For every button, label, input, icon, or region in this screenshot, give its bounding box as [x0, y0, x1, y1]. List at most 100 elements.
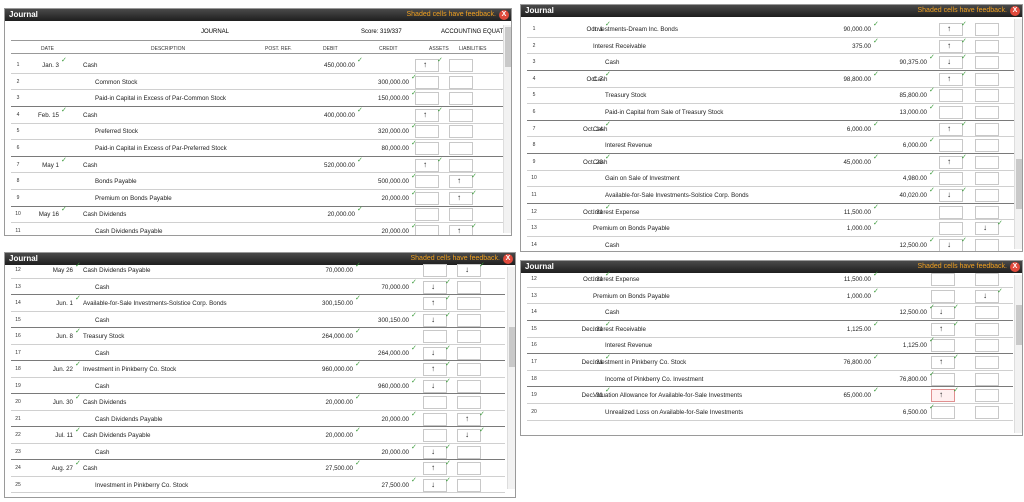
credit-cell[interactable]: 264,000.00	[378, 349, 409, 357]
assets-cell[interactable]	[423, 396, 447, 409]
liabilities-cell[interactable]	[449, 175, 473, 189]
debit-cell[interactable]: 45,000.00	[843, 158, 871, 166]
assets-cell[interactable]	[415, 208, 439, 222]
assets-cell[interactable]	[939, 106, 963, 119]
liabilities-cell[interactable]	[449, 92, 473, 106]
assets-cell[interactable]	[931, 322, 955, 336]
description-cell[interactable]: Cash	[605, 309, 620, 317]
credit-cell[interactable]: 4,980.00	[902, 175, 927, 183]
liabilities-cell[interactable]	[975, 189, 999, 202]
liabilities-cell[interactable]	[975, 23, 999, 36]
liabilities-cell[interactable]	[457, 264, 481, 277]
date-cell[interactable]: Jan. 3	[42, 62, 59, 69]
debit-cell[interactable]: 1,000.00	[846, 292, 871, 300]
credit-cell[interactable]: 150,000.00	[378, 95, 409, 103]
description-cell[interactable]: Preferred Stock	[95, 128, 138, 136]
assets-cell[interactable]	[939, 238, 963, 251]
credit-cell[interactable]: 40,020.00	[899, 192, 927, 199]
description-cell[interactable]: Premium on Bonds Payable	[593, 292, 670, 300]
credit-cell[interactable]: 320,000.00	[378, 128, 409, 136]
description-cell[interactable]: Cash	[95, 349, 110, 357]
date-cell[interactable]: Jun. 30	[52, 399, 73, 406]
debit-cell[interactable]: 65,000.00	[843, 392, 871, 400]
description-cell[interactable]: Cash	[83, 161, 98, 169]
debit-cell[interactable]: 264,000.00	[322, 333, 353, 340]
description-cell[interactable]: Treasury Stock	[83, 333, 125, 340]
description-cell[interactable]: Treasury Stock	[605, 92, 647, 100]
description-cell[interactable]: Premium on Bonds Payable	[95, 194, 172, 202]
description-cell[interactable]: Gain on Sale of Investment	[605, 175, 680, 183]
close-icon[interactable]: X	[503, 254, 513, 264]
liabilities-cell[interactable]	[457, 313, 481, 327]
date-cell[interactable]: Oct. 31	[583, 276, 603, 283]
liabilities-cell[interactable]	[449, 158, 473, 172]
description-cell[interactable]: Investment in Pinkberry Co. Stock	[95, 481, 189, 489]
assets-cell[interactable]	[423, 462, 447, 475]
date-cell[interactable]: Jun. 1	[56, 300, 73, 307]
assets-cell[interactable]	[931, 356, 955, 369]
close-icon[interactable]: X	[499, 10, 509, 20]
assets-cell[interactable]	[931, 306, 955, 320]
debit-cell[interactable]: 300,150.00	[322, 300, 353, 307]
credit-cell[interactable]: 27,500.00	[381, 481, 409, 489]
close-icon[interactable]: X	[1010, 6, 1020, 16]
description-cell[interactable]: Paid-in Capital from Sale of Treasury St…	[605, 109, 724, 116]
assets-cell[interactable]	[423, 445, 447, 459]
liabilities-cell[interactable]	[975, 39, 999, 53]
credit-cell[interactable]: 1,125.00	[902, 342, 927, 350]
debit-cell[interactable]: 20,000.00	[327, 211, 355, 219]
description-cell[interactable]: Interest Receivable	[593, 42, 646, 50]
assets-cell[interactable]	[931, 389, 955, 403]
credit-cell[interactable]: 90,375.00	[899, 59, 927, 67]
credit-cell[interactable]: 300,000.00	[378, 78, 409, 86]
liabilities-cell[interactable]	[457, 445, 481, 459]
assets-cell[interactable]	[423, 346, 447, 360]
description-cell[interactable]: Cash Dividends Payable	[95, 228, 163, 235]
assets-cell[interactable]	[423, 478, 447, 492]
assets-cell[interactable]	[939, 23, 963, 36]
liabilities-cell[interactable]	[449, 59, 473, 72]
credit-cell[interactable]: 13,000.00	[899, 109, 927, 116]
description-cell[interactable]: Available-for-Sale Investments-Solstice …	[83, 300, 227, 307]
description-cell[interactable]: Cash	[605, 59, 620, 67]
liabilities-cell[interactable]	[975, 122, 999, 136]
liabilities-cell[interactable]	[457, 379, 481, 393]
assets-cell[interactable]	[423, 280, 447, 294]
credit-cell[interactable]: 20,000.00	[381, 228, 409, 235]
description-cell[interactable]: Interest Receivable	[593, 325, 646, 333]
liabilities-cell[interactable]	[449, 191, 473, 205]
description-cell[interactable]: Interest Expense	[593, 276, 640, 283]
assets-cell[interactable]	[931, 273, 955, 286]
debit-cell[interactable]: 11,500.00	[843, 208, 871, 216]
description-cell[interactable]: Cash	[95, 382, 110, 390]
assets-cell[interactable]	[423, 313, 447, 327]
assets-cell[interactable]	[931, 289, 955, 303]
credit-cell[interactable]: 6,000.00	[902, 142, 927, 150]
date-cell[interactable]: May 26	[52, 267, 73, 274]
description-cell[interactable]: Cash Dividends	[83, 399, 127, 406]
assets-cell[interactable]	[415, 191, 439, 205]
description-cell[interactable]: Bonds Payable	[95, 178, 137, 186]
description-cell[interactable]: Interest Revenue	[605, 342, 653, 350]
date-cell[interactable]: Jun. 8	[56, 333, 73, 340]
assets-cell[interactable]	[415, 108, 439, 122]
credit-cell[interactable]: 500,000.00	[378, 178, 409, 186]
liabilities-cell[interactable]	[975, 356, 999, 369]
debit-cell[interactable]: 6,000.00	[846, 125, 871, 133]
date-cell[interactable]: Jun. 22	[52, 366, 73, 373]
credit-cell[interactable]: 76,800.00	[899, 375, 927, 383]
scrollbar[interactable]	[503, 25, 511, 233]
assets-cell[interactable]	[939, 39, 963, 53]
assets-cell[interactable]	[939, 189, 963, 202]
scrollbar[interactable]	[1014, 275, 1022, 433]
scrollbar[interactable]	[507, 267, 515, 489]
assets-cell[interactable]	[423, 264, 447, 277]
debit-cell[interactable]: 70,000.00	[325, 267, 353, 274]
date-cell[interactable]: Oct. 7	[586, 75, 603, 83]
debit-cell[interactable]: 375.00	[852, 42, 871, 50]
assets-cell[interactable]	[415, 225, 439, 235]
description-cell[interactable]: Cash	[95, 316, 110, 324]
credit-cell[interactable]: 300,150.00	[378, 316, 409, 324]
date-cell[interactable]: Dec. 31	[581, 392, 603, 400]
credit-cell[interactable]: 12,500.00	[899, 309, 927, 317]
